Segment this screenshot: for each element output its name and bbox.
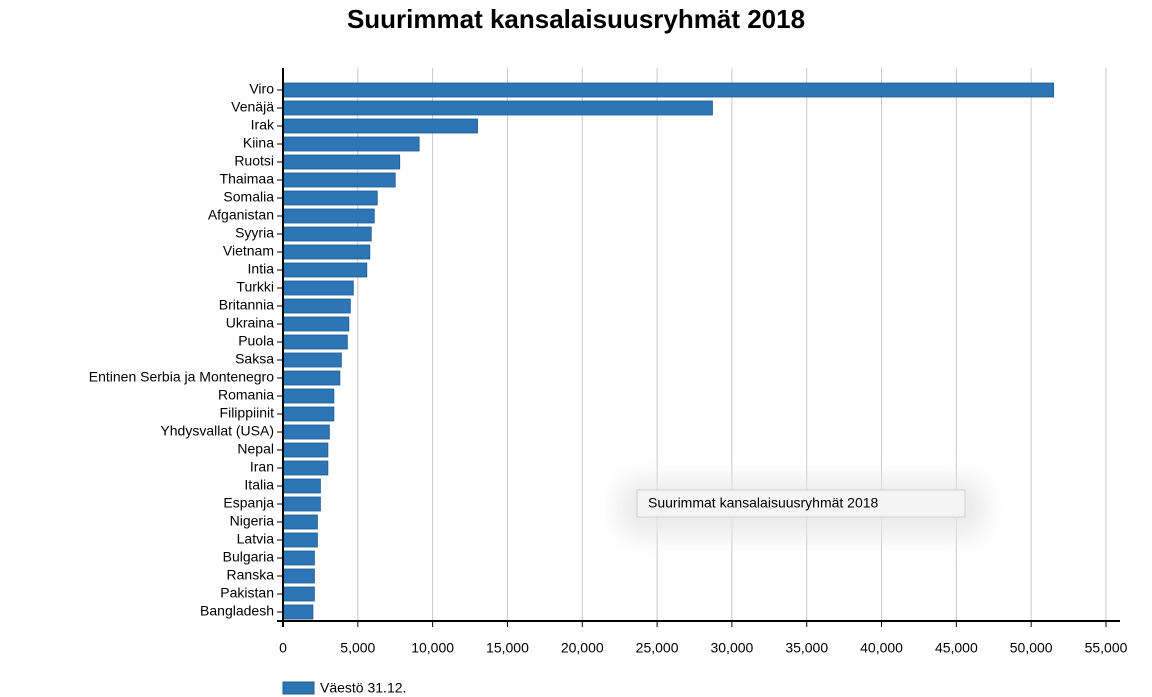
bar [282, 388, 335, 404]
y-tick-label: Irak [251, 117, 275, 133]
bar [282, 82, 1055, 98]
bar [282, 532, 318, 548]
bar [282, 478, 321, 494]
bar [282, 496, 321, 512]
tooltip: Suurimmat kansalaisuusryhmät 2018 [617, 478, 987, 538]
bar [282, 262, 368, 278]
y-tick-label: Vietnam [223, 243, 274, 259]
x-tick-label: 15,000 [486, 640, 529, 656]
bar [282, 316, 350, 332]
y-tick-label: Bulgaria [223, 549, 275, 565]
y-tick-label: Venäjä [231, 99, 274, 115]
x-tick-label: 30,000 [710, 640, 753, 656]
bar [282, 298, 351, 314]
x-tick-label: 40,000 [860, 640, 903, 656]
bar [282, 424, 330, 440]
y-tick-label: Iran [250, 459, 274, 475]
bar [282, 460, 329, 476]
bar [282, 550, 315, 566]
bar [282, 154, 401, 170]
y-tick-label: Entinen Serbia ja Montenegro [89, 369, 274, 385]
y-tick-label: Bangladesh [200, 603, 274, 619]
bar [282, 208, 375, 224]
y-tick-label: Italia [244, 477, 274, 493]
y-tick-label: Saksa [235, 351, 274, 367]
bar [282, 568, 315, 584]
x-tick-label: 20,000 [561, 640, 604, 656]
y-tick-label: Filippiinit [220, 405, 275, 421]
y-tick-label: Britannia [219, 297, 274, 313]
bar [282, 334, 348, 350]
y-tick-label: Thaimaa [220, 171, 275, 187]
y-tick-label: Syyria [235, 225, 274, 241]
bar [282, 604, 314, 620]
x-tick-label: 50,000 [1010, 640, 1053, 656]
y-tick-label: Afganistan [208, 207, 274, 223]
x-tick-label: 35,000 [785, 640, 828, 656]
y-tick-label: Pakistan [220, 585, 274, 601]
y-tick-label: Nigeria [230, 513, 275, 529]
x-tick-label: 55,000 [1085, 640, 1128, 656]
bar [282, 100, 713, 116]
y-tick-label: Somalia [223, 189, 274, 205]
y-tick-label: Intia [248, 261, 275, 277]
bar [282, 118, 478, 134]
y-tick-label: Kiina [243, 135, 274, 151]
bar [282, 586, 315, 602]
x-tick-label: 0 [279, 640, 287, 656]
bar [282, 226, 372, 242]
legend-label: Väestö 31.12. [320, 680, 406, 696]
y-tick-label: Ranska [227, 567, 275, 583]
plot-area: 0 5,000 10,000 15,000 20,000 25,000 30,000 35,0… [89, 68, 1128, 696]
bar [282, 352, 342, 368]
bar [282, 190, 378, 206]
bar [282, 244, 371, 260]
bar [282, 406, 335, 422]
tooltip-box [636, 489, 966, 518]
bar [282, 172, 396, 188]
bar [282, 442, 329, 458]
y-tick-label: Turkki [236, 279, 274, 295]
y-tick-label: Ruotsi [234, 153, 274, 169]
y-tick-label: Latvia [237, 531, 275, 547]
x-tick-label: 25,000 [636, 640, 679, 656]
bar [282, 280, 354, 296]
bar [282, 370, 341, 386]
bar [282, 136, 420, 152]
y-tick-label: Nepal [237, 441, 274, 457]
y-tick-label: Puola [238, 333, 274, 349]
tooltip-text: Suurimmat kansalaisuusryhmät 2018 [648, 495, 879, 511]
x-tick-label: 5,000 [340, 640, 375, 656]
y-tick-label: Espanja [223, 495, 274, 511]
x-tick-label: 10,000 [411, 640, 454, 656]
y-tick-label: Yhdysvallat (USA) [160, 423, 274, 439]
legend-swatch [282, 681, 315, 695]
bar [282, 514, 318, 530]
y-tick-label: Viro [249, 81, 274, 97]
y-tick-label: Ukraina [226, 315, 274, 331]
x-tick-label: 45,000 [935, 640, 978, 656]
y-tick-label: Romania [218, 387, 274, 403]
chart-title: Suurimmat kansalaisuusryhmät 2018 [347, 4, 805, 34]
